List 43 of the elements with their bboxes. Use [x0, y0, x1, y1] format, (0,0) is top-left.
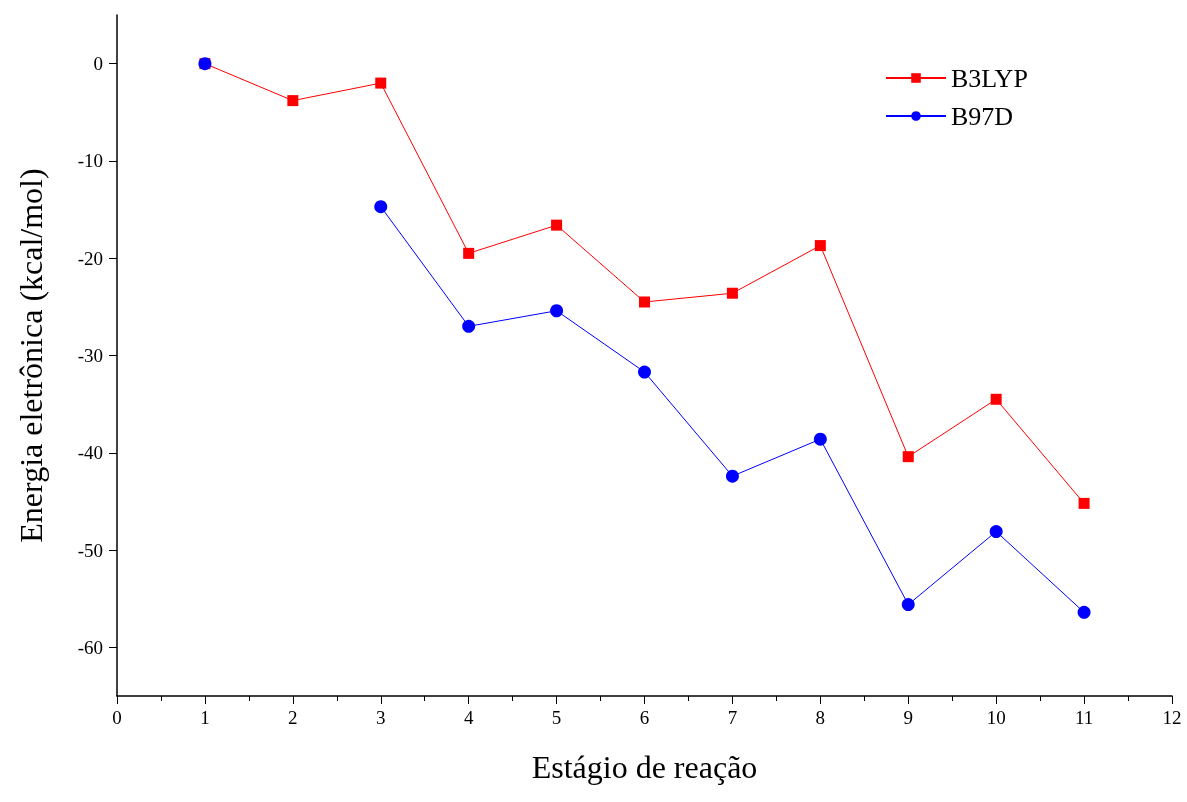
legend-label: B3LYP [951, 63, 1028, 93]
x-tick-label: 6 [639, 707, 650, 728]
x-tick-label: 1 [200, 707, 210, 728]
point [551, 219, 563, 231]
point [814, 240, 826, 252]
point [725, 469, 739, 483]
point [726, 287, 738, 299]
x-tick-label: 4 [463, 707, 474, 728]
x-tick-label: 9 [903, 707, 913, 728]
y-tick-label: -60 [77, 636, 103, 658]
y-axis-title: Energia eletrônica (kcal/mol) [13, 168, 49, 543]
y-tick-label: -50 [77, 539, 103, 561]
point [639, 296, 650, 308]
x-tick-label: 2 [288, 707, 298, 728]
x-tick-label: 0 [112, 707, 122, 728]
point [287, 95, 299, 107]
point [901, 598, 915, 612]
point [462, 319, 476, 333]
x-axis-title: Estágio de reação [531, 749, 758, 785]
y-tick-label: 0 [93, 53, 103, 75]
y-tick-label: -30 [77, 345, 103, 366]
point [1077, 605, 1091, 619]
point [463, 247, 475, 259]
point [375, 77, 387, 89]
x-tick-label: 10 [986, 707, 1006, 728]
point [813, 432, 827, 446]
point [990, 393, 1002, 405]
y-tick-label: -10 [77, 150, 103, 172]
point [638, 365, 651, 379]
y-tick-label: -40 [77, 442, 103, 464]
x-tick-label: 11 [1074, 707, 1094, 728]
y-tick-label: -20 [77, 247, 103, 269]
legend-label: B97D [951, 101, 1014, 131]
point [374, 200, 388, 214]
point [902, 451, 914, 463]
point [1078, 497, 1090, 509]
x-tick-label: 7 [727, 707, 738, 728]
x-tick-label: 3 [376, 707, 386, 728]
x-tick-label: 12 [1162, 707, 1182, 728]
point [550, 304, 564, 318]
x-tick-label: 8 [815, 707, 826, 728]
x-tick-label: 5 [551, 707, 562, 728]
point [989, 525, 1003, 539]
